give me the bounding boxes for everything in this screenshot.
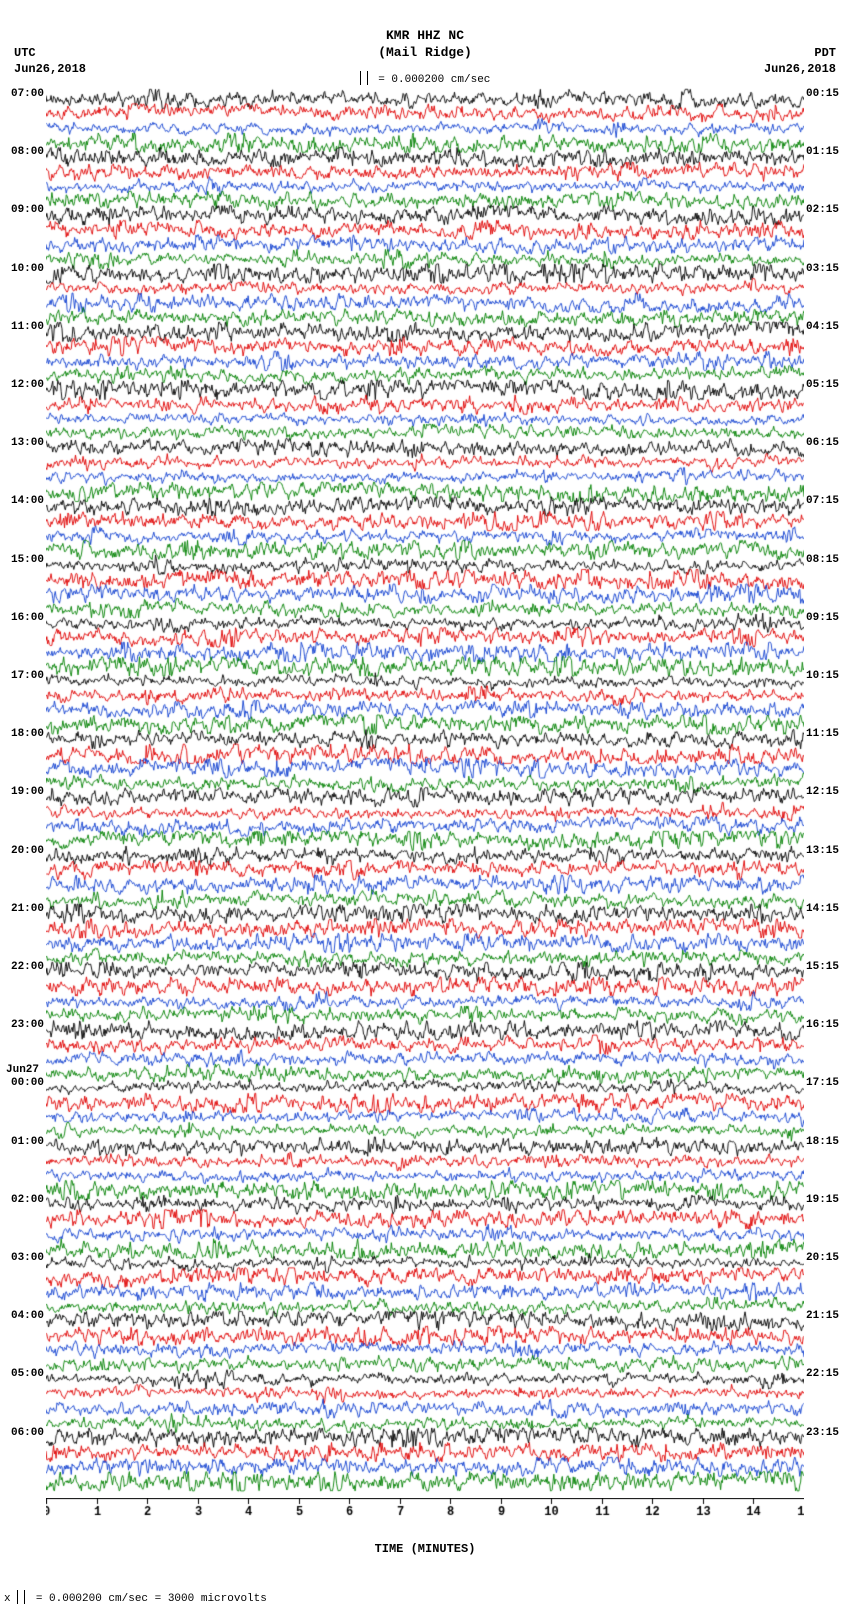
header-left-corner: UTC Jun26,2018 [14,46,86,77]
date-left: Jun26,2018 [14,62,86,78]
utc-hour-label: 21:00 [0,902,46,916]
utc-hour-label: 05:00 [0,1367,46,1381]
pdt-hour-label: 18:15 [804,1135,850,1149]
footer-scale-note: x = 0.000200 cm/sec = 3000 microvolts [4,1587,267,1605]
seismogram-traces [46,88,804,1501]
pdt-hour-label: 01:15 [804,145,850,159]
utc-hour-label: 00:00 [0,1076,46,1090]
utc-hour-label: 01:00 [0,1135,46,1149]
station-code: KMR HHZ NC [0,28,850,45]
pdt-hour-label: 16:15 [804,1018,850,1032]
utc-hour-label: 09:00 [0,203,46,217]
pdt-hour-label: 02:15 [804,203,850,217]
utc-hour-label: 10:00 [0,262,46,276]
utc-hour-label: 03:00 [0,1251,46,1265]
pdt-hour-label: 15:15 [804,960,850,974]
utc-hour-label: 11:00 [0,320,46,334]
pdt-hour-label: 12:15 [804,785,850,799]
tz-right-label: PDT [764,46,836,62]
header-right-corner: PDT Jun26,2018 [764,46,836,77]
pdt-hour-label: 08:15 [804,553,850,567]
utc-next-day-label: Jun27 [6,1064,39,1076]
footer-text: = 0.000200 cm/sec = 3000 microvolts [36,1593,267,1605]
x-axis-label: TIME (MINUTES) [0,1542,850,1556]
utc-hour-label: 17:00 [0,669,46,683]
pdt-hour-label: 00:15 [804,87,850,101]
pdt-hour-label: 10:15 [804,669,850,683]
header-scale-note: = 0.000200 cm/sec [0,68,850,87]
utc-hour-label: 19:00 [0,785,46,799]
pdt-hour-label: 03:15 [804,262,850,276]
utc-hour-label: 18:00 [0,727,46,741]
plot-area [46,88,804,1526]
utc-hour-label: 14:00 [0,494,46,508]
pdt-hour-label: 22:15 [804,1367,850,1381]
pdt-hour-label: 11:15 [804,727,850,741]
pdt-hour-label: 06:15 [804,436,850,450]
date-right: Jun26,2018 [764,62,836,78]
pdt-hour-label: 07:15 [804,494,850,508]
utc-hour-label: 07:00 [0,87,46,101]
utc-hour-label: 13:00 [0,436,46,450]
pdt-hour-label: 21:15 [804,1309,850,1323]
helicorder-page: UTC Jun26,2018 KMR HHZ NC (Mail Ridge) =… [0,0,850,1613]
header-scale-text: = 0.000200 cm/sec [378,74,490,86]
footer-prefix: x [4,1593,17,1605]
utc-hour-label: 04:00 [0,1309,46,1323]
utc-hour-label: 06:00 [0,1426,46,1440]
utc-hour-label: 02:00 [0,1193,46,1207]
pdt-hour-label: 20:15 [804,1251,850,1265]
pdt-hour-label: 14:15 [804,902,850,916]
x-axis [46,1498,804,1538]
scale-bar-icon [360,71,368,85]
tz-left-label: UTC [14,46,86,62]
utc-hour-label: 23:00 [0,1018,46,1032]
pdt-hour-label: 23:15 [804,1426,850,1440]
header: UTC Jun26,2018 KMR HHZ NC (Mail Ridge) =… [0,0,850,80]
title-block: KMR HHZ NC (Mail Ridge) = 0.000200 cm/se… [0,0,850,87]
pdt-hour-label: 13:15 [804,844,850,858]
utc-hour-label: 20:00 [0,844,46,858]
utc-hour-label: 16:00 [0,611,46,625]
utc-hour-label: 12:00 [0,378,46,392]
pdt-hour-label: 05:15 [804,378,850,392]
pdt-hour-label: 09:15 [804,611,850,625]
utc-hour-label: 22:00 [0,960,46,974]
pdt-hour-label: 04:15 [804,320,850,334]
scale-bar-icon [17,1590,25,1604]
pdt-hour-label: 17:15 [804,1076,850,1090]
pdt-hour-label: 19:15 [804,1193,850,1207]
utc-hour-label: 15:00 [0,553,46,567]
station-name: (Mail Ridge) [0,45,850,62]
utc-hour-label: 08:00 [0,145,46,159]
